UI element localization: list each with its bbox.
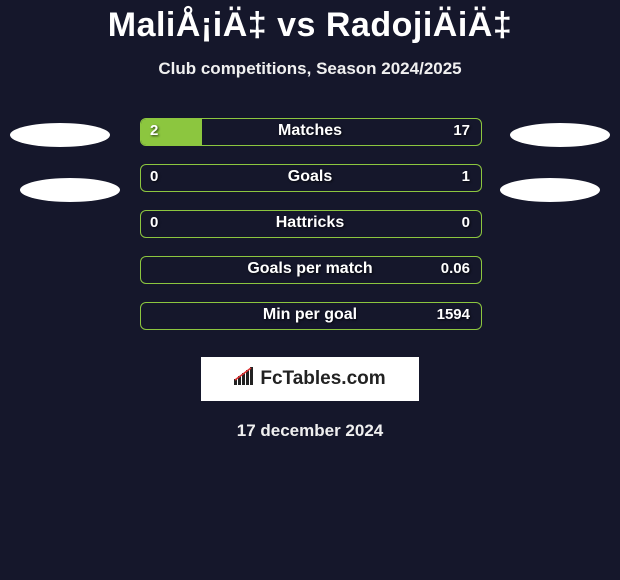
logo-box[interactable]: FcTables.com: [201, 357, 419, 401]
bar-track: [140, 256, 482, 284]
metric-row: Goals per match 0.06: [0, 247, 620, 293]
metric-row: 0 Goals 1: [0, 155, 620, 201]
value-right: 1: [462, 164, 470, 190]
bar-track: [140, 302, 482, 330]
date-text: 17 december 2024: [0, 421, 620, 441]
metrics-list: 2 Matches 17 0 Goals 1 0 Hattricks 0: [0, 109, 620, 339]
value-right: 0: [462, 210, 470, 236]
metric-row: Min per goal 1594: [0, 293, 620, 339]
value-right: 0.06: [441, 256, 470, 282]
value-right: 17: [453, 118, 470, 144]
value-left: 0: [150, 210, 158, 236]
bar-track: [140, 118, 482, 146]
bar-track: [140, 210, 482, 238]
chart-bars-icon: [234, 367, 256, 391]
metric-row: 2 Matches 17: [0, 109, 620, 155]
comparison-widget: MaliÅ¡iÄ‡ vs RadojiÄiÄ‡ Club competition…: [0, 0, 620, 441]
metric-row: 0 Hattricks 0: [0, 201, 620, 247]
page-title: MaliÅ¡iÄ‡ vs RadojiÄiÄ‡: [0, 0, 620, 45]
bar-track: [140, 164, 482, 192]
logo-text: FcTables.com: [260, 368, 385, 390]
value-right: 1594: [437, 302, 470, 328]
value-left: 0: [150, 164, 158, 190]
value-left: 2: [150, 118, 158, 144]
subtitle: Club competitions, Season 2024/2025: [0, 59, 620, 79]
